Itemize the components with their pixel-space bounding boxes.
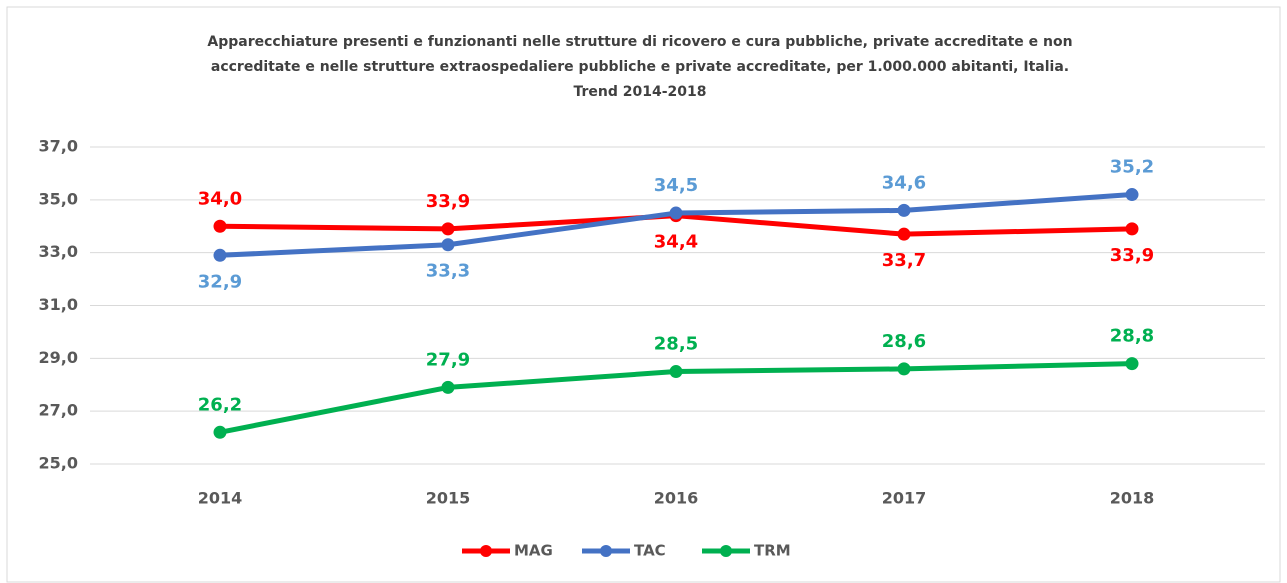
chart-title: accreditate e nelle strutture extraosped… (211, 59, 1069, 75)
x-tick-label: 2016 (654, 489, 699, 508)
y-tick-label: 35,0 (39, 189, 78, 208)
data-label: 33,7 (882, 250, 926, 271)
data-label: 28,6 (882, 331, 926, 352)
point (213, 219, 227, 233)
y-tick-label: 37,0 (39, 137, 78, 156)
point (441, 380, 455, 394)
chart-frame (6, 6, 1281, 583)
legend-marker (480, 545, 492, 557)
x-tick-label: 2015 (426, 489, 471, 508)
data-label: 33,9 (1110, 245, 1154, 266)
y-tick-label: 31,0 (39, 295, 78, 314)
point (1125, 357, 1139, 371)
legend-label: MAG (514, 542, 553, 560)
chart-title: Trend 2014-2018 (573, 84, 706, 100)
point (213, 248, 227, 262)
point (1125, 222, 1139, 236)
point (441, 238, 455, 252)
point (213, 425, 227, 439)
y-tick-label: 25,0 (39, 454, 78, 473)
point (897, 362, 911, 376)
data-label: 34,4 (654, 232, 698, 253)
data-label: 26,2 (198, 394, 242, 415)
data-label: 35,2 (1110, 157, 1154, 178)
data-label: 33,9 (426, 191, 470, 212)
x-tick-label: 2018 (1110, 489, 1155, 508)
x-tick-label: 2014 (198, 489, 243, 508)
point (441, 222, 455, 236)
point (669, 206, 683, 220)
data-label: 34,6 (882, 172, 926, 193)
legend-marker (600, 545, 612, 557)
point (897, 203, 911, 217)
data-label: 33,3 (426, 261, 470, 282)
point (897, 227, 911, 241)
legend-label: TAC (634, 542, 666, 560)
point (669, 365, 683, 379)
legend-marker (720, 545, 732, 557)
data-label: 28,5 (654, 334, 698, 355)
data-label: 28,8 (1110, 326, 1154, 347)
data-label: 32,9 (198, 271, 242, 292)
data-label: 34,0 (198, 188, 242, 209)
chart-title: Apparecchiature presenti e funzionanti n… (207, 34, 1072, 50)
x-tick-label: 2017 (882, 489, 927, 508)
y-tick-label: 29,0 (39, 348, 78, 367)
legend-label: TRM (754, 542, 791, 560)
y-tick-label: 33,0 (39, 242, 78, 261)
point (1125, 188, 1139, 202)
y-tick-label: 27,0 (39, 401, 78, 420)
data-label: 34,5 (654, 175, 698, 196)
data-label: 27,9 (426, 349, 470, 370)
